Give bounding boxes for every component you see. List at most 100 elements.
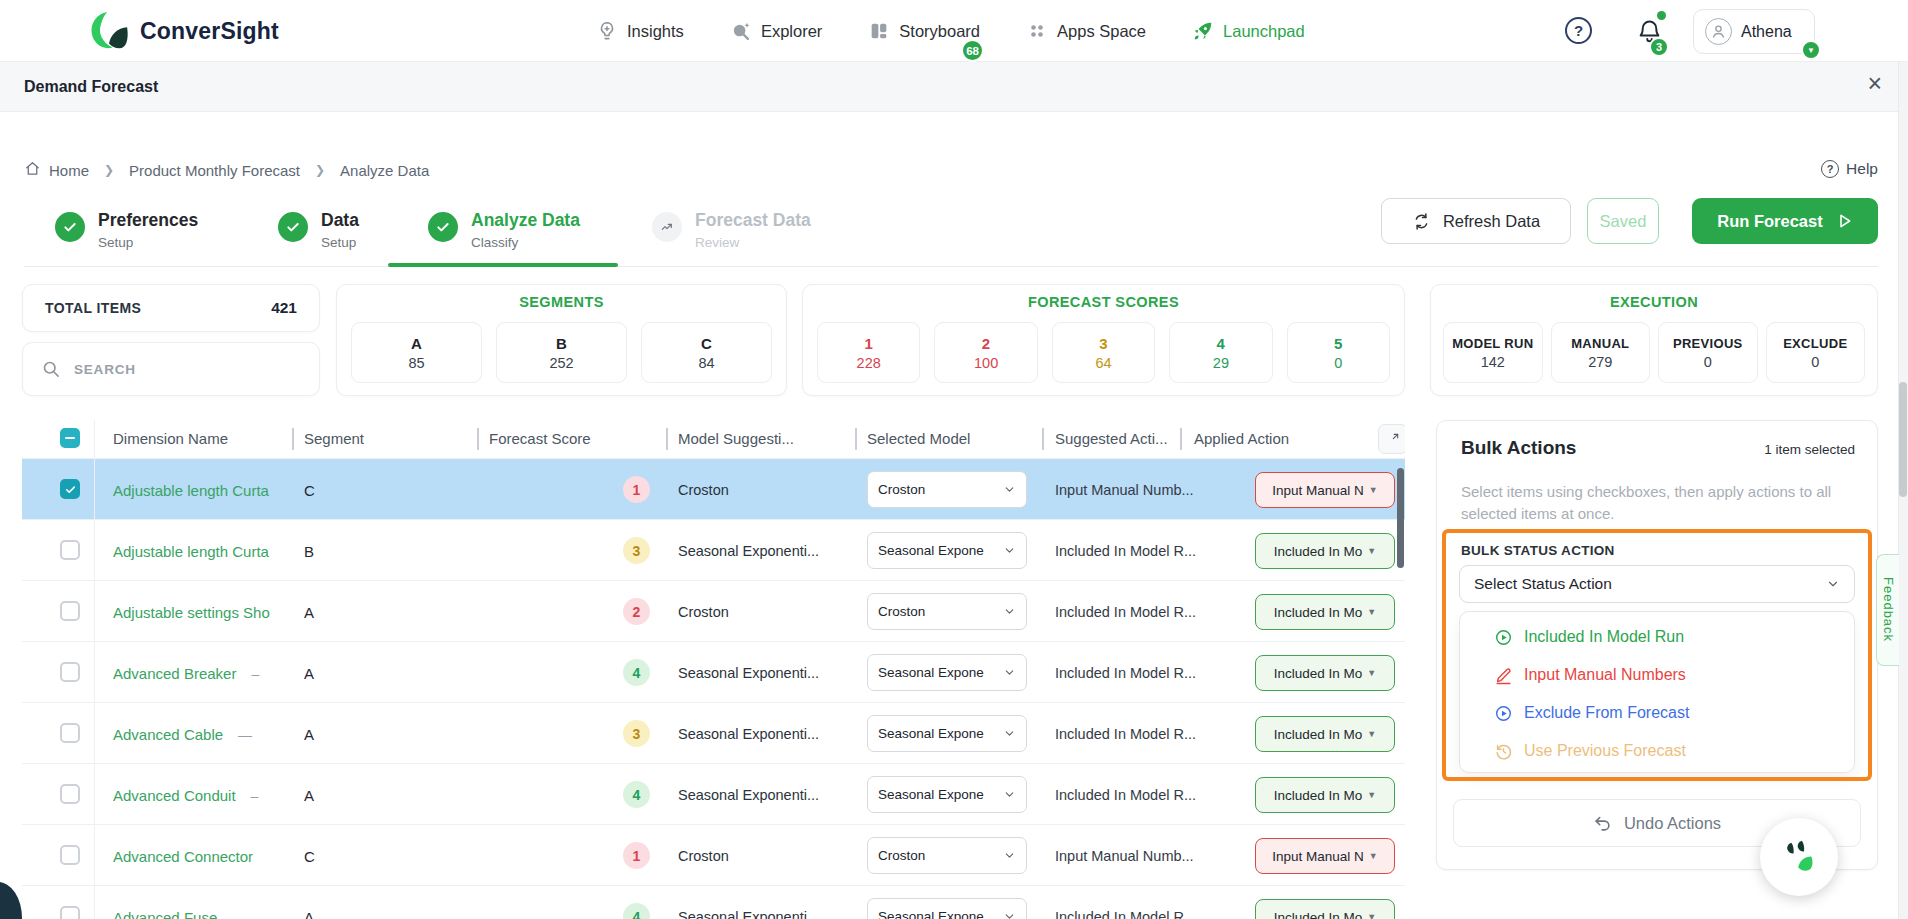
nav-item-apps-space[interactable]: Apps Space: [1026, 20, 1146, 42]
nav-item-insights[interactable]: Insights: [596, 20, 684, 42]
chip-value: 84: [698, 355, 714, 371]
step-subtitle: Setup: [98, 235, 198, 250]
column-header-selected-model[interactable]: Selected Model: [867, 430, 970, 447]
row-checkbox[interactable]: [60, 662, 80, 682]
segment-cell: B: [304, 543, 314, 560]
step-preferences[interactable]: Preferences Setup: [55, 210, 198, 250]
close-icon[interactable]: ×: [1867, 71, 1882, 96]
total-items-label: TOTAL ITEMS: [45, 300, 141, 316]
applied-action-button[interactable]: Included In Mo▼: [1255, 899, 1395, 919]
stat-chip-manual[interactable]: MANUAL279: [1551, 322, 1651, 383]
row-checkbox[interactable]: [60, 540, 80, 560]
step-data[interactable]: DataSetup: [278, 210, 359, 250]
selected-model-dropdown[interactable]: Seasonal Expone: [867, 776, 1027, 813]
selected-model-dropdown[interactable]: Seasonal Expone: [867, 715, 1027, 752]
dimension-name-link[interactable]: Adjustable length Curta: [113, 543, 269, 560]
row-checkbox[interactable]: [60, 845, 80, 865]
stat-chip-a[interactable]: A85: [351, 322, 482, 383]
suggested-action-cell: Included In Model R...: [1055, 665, 1196, 681]
run-forecast-button[interactable]: Run Forecast: [1692, 198, 1878, 244]
feedback-tab[interactable]: Feedback: [1876, 554, 1899, 666]
nav-item-explorer[interactable]: Explorer: [730, 20, 822, 42]
saved-button[interactable]: Saved: [1587, 198, 1659, 244]
app-root: ConverSight Insights Explorer Storyboard68…: [0, 0, 1908, 919]
step-forecast-data[interactable]: Forecast DataReview: [652, 210, 811, 250]
column-header-dimension-name[interactable]: Dimension Name: [113, 430, 228, 447]
forecast-scores-card: FORECAST SCORES 1228210036442950: [802, 284, 1405, 396]
row-checkbox[interactable]: [60, 601, 80, 621]
dimension-name-link[interactable]: Advanced Connector: [113, 848, 253, 865]
window-scrollbar-track[interactable]: [1898, 62, 1908, 919]
stat-chip-c[interactable]: C84: [641, 322, 772, 383]
conversight-logo[interactable]: ConverSight: [88, 10, 279, 52]
column-header-forecast-score[interactable]: Forecast Score: [489, 430, 591, 447]
stat-chip-5[interactable]: 50: [1287, 322, 1390, 383]
nav-help-button[interactable]: ?: [1565, 17, 1592, 44]
user-menu[interactable]: Athena ▼: [1693, 9, 1815, 54]
applied-action-button[interactable]: Input Manual N▼: [1255, 838, 1395, 874]
breadcrumb-item-product-monthly-forecast[interactable]: Product Monthly Forecast: [129, 162, 300, 179]
step-analyze-data[interactable]: Analyze DataClassify: [428, 210, 580, 250]
selected-count-label: 1 item selected: [1764, 442, 1855, 457]
applied-action-button[interactable]: Included In Mo▼: [1255, 777, 1395, 813]
assistant-launcher-button[interactable]: [1760, 818, 1838, 896]
applied-action-button[interactable]: Input Manual N▼: [1255, 472, 1395, 508]
stat-chip-1[interactable]: 1228: [817, 322, 920, 383]
stat-chip-model-run[interactable]: MODEL RUN142: [1443, 322, 1543, 383]
stat-chip-3[interactable]: 364: [1052, 322, 1155, 383]
applied-action-button[interactable]: Included In Mo▼: [1255, 655, 1395, 691]
step-title: Preferences: [98, 210, 198, 231]
bulk-option-exclude-from-forecast[interactable]: Exclude From Forecast: [1460, 694, 1854, 732]
applied-action-button[interactable]: Included In Mo▼: [1255, 716, 1395, 752]
expand-table-button[interactable]: [1378, 424, 1405, 454]
row-checkbox[interactable]: [60, 723, 80, 743]
column-header-segment[interactable]: Segment: [304, 430, 364, 447]
column-header-applied-action[interactable]: Applied Action: [1194, 430, 1289, 447]
bulk-option-input-manual-numbers[interactable]: Input Manual Numbers: [1460, 656, 1854, 694]
row-checkbox[interactable]: [60, 784, 80, 804]
table-row: Advanced ConnectorC1CrostonCrostonInput …: [22, 824, 1405, 885]
table-row: Advanced Breaker–A4Seasonal Exponenti...…: [22, 641, 1405, 702]
stat-chip-previous[interactable]: PREVIOUS0: [1658, 322, 1758, 383]
dimension-name-link[interactable]: Advanced Fuse—: [113, 909, 246, 919]
dimension-name-link[interactable]: Advanced Conduit–: [113, 787, 258, 804]
stat-chip-b[interactable]: B252: [496, 322, 627, 383]
column-header-suggested-acti[interactable]: Suggested Acti...: [1055, 430, 1168, 447]
stat-chip-exclude[interactable]: EXCLUDE0: [1766, 322, 1866, 383]
applied-action-button[interactable]: Included In Mo▼: [1255, 533, 1395, 569]
table-scrollbar[interactable]: [1397, 468, 1404, 568]
bulk-option-included-in-model-run[interactable]: Included In Model Run: [1460, 618, 1854, 656]
selected-model-dropdown[interactable]: Croston: [867, 593, 1027, 630]
status-action-select[interactable]: Select Status Action: [1459, 565, 1855, 603]
stat-chip-4[interactable]: 429: [1169, 322, 1272, 383]
nav-item-launchpad[interactable]: Launchpad: [1192, 20, 1305, 42]
select-all-checkbox[interactable]: [60, 428, 80, 448]
chip-label: 3: [1099, 335, 1108, 352]
storyboard-count-badge: 68: [961, 39, 984, 62]
nav-item-storyboard[interactable]: Storyboard68: [868, 20, 980, 42]
help-link[interactable]: ? Help: [1821, 160, 1878, 178]
window-scrollbar-thumb[interactable]: [1899, 382, 1907, 497]
selected-model-dropdown[interactable]: Seasonal Expone: [867, 898, 1027, 919]
dimension-name-link[interactable]: Adjustable length Curta: [113, 482, 269, 499]
bulk-option-use-previous-forecast[interactable]: Use Previous Forecast: [1460, 732, 1854, 770]
breadcrumb-item-analyze-data[interactable]: Analyze Data: [340, 162, 429, 179]
row-checkbox[interactable]: [60, 479, 80, 499]
dimension-name-link[interactable]: Adjustable settings Sho: [113, 604, 270, 621]
selected-model-dropdown[interactable]: Seasonal Expone: [867, 532, 1027, 569]
selected-model-dropdown[interactable]: Croston: [867, 471, 1027, 508]
row-checkbox[interactable]: [60, 906, 80, 919]
selected-model-dropdown[interactable]: Seasonal Expone: [867, 654, 1027, 691]
stat-chip-2[interactable]: 2100: [934, 322, 1037, 383]
search-input[interactable]: SEARCH: [22, 342, 320, 396]
selected-model-dropdown[interactable]: Croston: [867, 837, 1027, 874]
user-caret-icon[interactable]: ▼: [1801, 40, 1821, 60]
applied-action-button[interactable]: Included In Mo▼: [1255, 594, 1395, 630]
bell-status-dot: [1657, 11, 1666, 20]
suggested-action-cell: Included In Model R...: [1055, 604, 1196, 620]
column-header-model-suggesti[interactable]: Model Suggesti...: [678, 430, 794, 447]
refresh-data-button[interactable]: Refresh Data: [1381, 198, 1571, 244]
breadcrumb-item-home[interactable]: Home: [24, 160, 89, 180]
dimension-name-link[interactable]: Advanced Breaker–: [113, 665, 259, 682]
dimension-name-link[interactable]: Advanced Cable—: [113, 726, 252, 743]
